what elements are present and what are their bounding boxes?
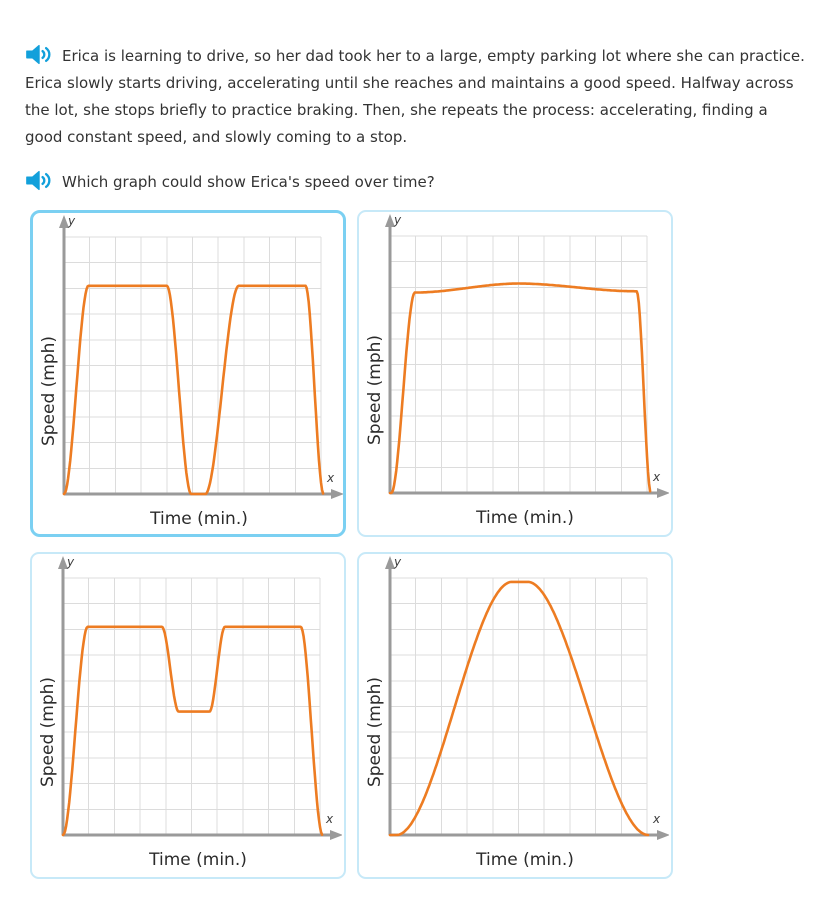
y-axis-label: Speed (mph) (365, 676, 385, 788)
axes (385, 556, 669, 840)
y-axis-letter: y (68, 214, 76, 228)
speaker-icon[interactable] (25, 170, 53, 191)
graph-plot (58, 556, 342, 840)
x-axis-label: Time (min.) (150, 509, 248, 529)
axes (59, 215, 343, 499)
x-axis-label: Time (min.) (476, 850, 574, 870)
problem-statement: Erica is learning to drive, so her dad t… (25, 47, 805, 146)
y-axis-letter: y (394, 555, 402, 569)
x-axis-letter: x (653, 812, 661, 826)
y-axis-label: Speed (mph) (39, 335, 59, 447)
question-block: Which graph could show Erica's speed ove… (25, 169, 809, 196)
answer-option-graph-1[interactable]: y x Speed (mph) Time (min.) (30, 210, 346, 537)
axes (385, 214, 669, 498)
axes (58, 556, 342, 840)
y-axis-label: Speed (mph) (38, 676, 58, 788)
grid-lines (390, 577, 648, 835)
graph-plot (59, 215, 343, 499)
answer-option-graph-3[interactable]: y x Speed (mph) Time (min.) (30, 552, 346, 879)
answer-option-graph-4[interactable]: y x Speed (mph) Time (min.) (357, 552, 673, 879)
x-axis-letter: x (653, 470, 661, 484)
y-axis-letter: y (67, 555, 75, 569)
graph-plot (385, 556, 669, 840)
x-axis-label: Time (min.) (476, 508, 574, 528)
grid-lines (63, 577, 321, 835)
graph-plot (385, 214, 669, 498)
y-axis-letter: y (394, 213, 402, 227)
grid-lines (64, 236, 322, 494)
answer-option-graph-2[interactable]: y x Speed (mph) Time (min.) (357, 210, 673, 537)
x-axis-letter: x (327, 471, 335, 485)
question-text: Which graph could show Erica's speed ove… (62, 173, 435, 191)
speaker-icon[interactable] (25, 44, 53, 65)
speed-curve (388, 580, 650, 837)
x-axis-letter: x (326, 812, 334, 826)
problem-text-block: Erica is learning to drive, so her dad t… (25, 43, 809, 151)
speed-curve (61, 625, 324, 837)
x-axis-label: Time (min.) (149, 850, 247, 870)
grid-lines (390, 235, 648, 493)
speed-curve (62, 284, 325, 496)
speed-curve (388, 282, 652, 495)
y-axis-label: Speed (mph) (365, 334, 385, 446)
